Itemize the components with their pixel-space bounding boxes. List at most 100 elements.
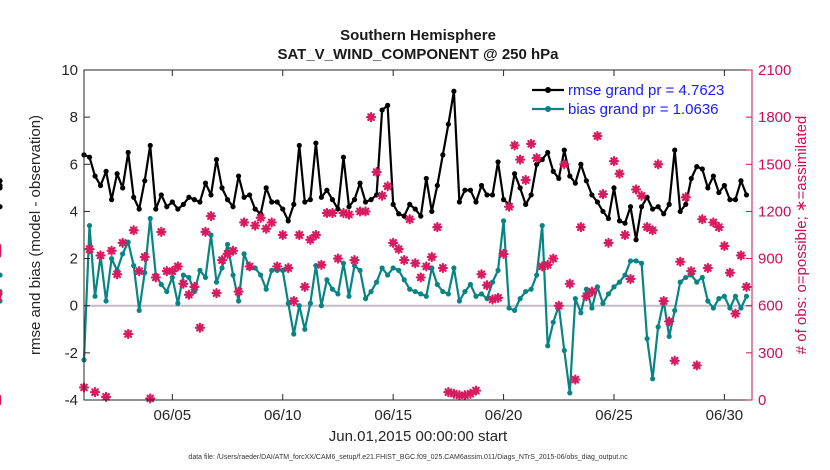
x-tick-label: 06/20 [485,407,523,424]
data-point [86,222,93,229]
data-point [434,182,440,189]
data-point [638,204,645,210]
obs-count-point [393,244,404,255]
data-point [136,307,142,314]
data-point [528,192,534,198]
obs-count-point [498,248,509,259]
y-right-tick-label: 1500 [758,156,791,173]
data-point [699,166,705,172]
obs-count-point [178,278,189,289]
data-point [186,194,192,200]
obs-count-point [332,253,344,264]
obs-count-point [255,212,266,223]
data-point [550,319,556,325]
obs-count-point [266,217,277,228]
obs-count-point [503,201,515,212]
obs-count-point [194,322,206,333]
data-point [456,298,463,304]
y-tick-label: -2 [65,345,78,362]
data-point [445,291,451,297]
obs-count-point [134,266,145,277]
data-point [164,288,170,295]
data-point [318,303,324,309]
data-point [694,279,700,285]
obs-count-point [680,192,691,203]
data-point [611,284,617,290]
data-point [368,197,374,203]
data-point [523,288,529,295]
obs-count-point [553,300,564,311]
obs-count-point [614,168,625,179]
data-point [694,164,700,170]
data-point [153,206,159,212]
y-right-tick-label: 900 [758,251,783,268]
data-point [401,277,407,283]
obs-count-point [216,255,228,266]
data-point [605,215,612,222]
data-point [462,288,468,295]
data-point [263,185,269,191]
obs-count-point [542,259,553,270]
obs-count-point [597,189,609,200]
data-point [489,192,496,198]
data-point [103,168,109,174]
obs-count-point [647,225,658,236]
obs-count-point [238,217,250,228]
data-point [186,274,192,281]
obs-count-point [564,278,575,289]
data-point [561,147,567,153]
data-point [412,206,418,212]
legend-entry-label: rmse grand pr = 4.7623 [568,82,724,99]
data-point [180,272,186,278]
obs-count-point [261,223,272,234]
data-point [235,173,242,179]
obs-count-point [410,258,421,269]
data-point [467,187,474,193]
data-point [412,288,418,295]
data-point [241,194,247,200]
obs-count-point [84,244,95,255]
data-point [274,199,280,205]
data-point [230,204,236,210]
series-layer [0,88,752,406]
data-point [120,185,126,191]
obs-count-point [619,229,631,241]
data-point [318,194,324,200]
obs-count-point [675,256,686,267]
data-point [616,218,623,224]
data-point [224,197,231,203]
data-point [147,142,153,149]
obs-count-point [227,245,239,256]
data-point [208,232,214,238]
data-point [302,199,308,205]
obs-count-point [277,229,288,241]
data-point [699,274,705,281]
obs-count-point [233,286,244,297]
data-point [142,178,148,184]
data-point [445,121,451,127]
data-point [672,307,678,314]
data-point [622,272,628,278]
obs-count-point [95,250,106,261]
obs-count-point [492,292,504,303]
y-tick-label: 4 [70,203,78,220]
legend-entry-label: bias grand pr = 1.0636 [568,101,719,118]
data-point [385,272,391,278]
obs-count-point [316,259,327,270]
obs-count-point [713,222,724,233]
data-point [357,180,363,186]
data-point [743,192,750,198]
data-point [423,293,429,299]
obs-count-point [327,207,338,219]
data-point [594,199,601,205]
obs-count-point [421,261,432,272]
data-point [500,197,507,203]
y-tick-label: -4 [65,392,78,409]
obs-count-point [730,308,741,319]
data-point [169,199,175,205]
data-point [572,180,578,186]
y-right-tick-label: 1200 [758,203,791,220]
data-point [478,291,485,297]
plot-area [84,70,752,400]
data-point [594,284,601,290]
